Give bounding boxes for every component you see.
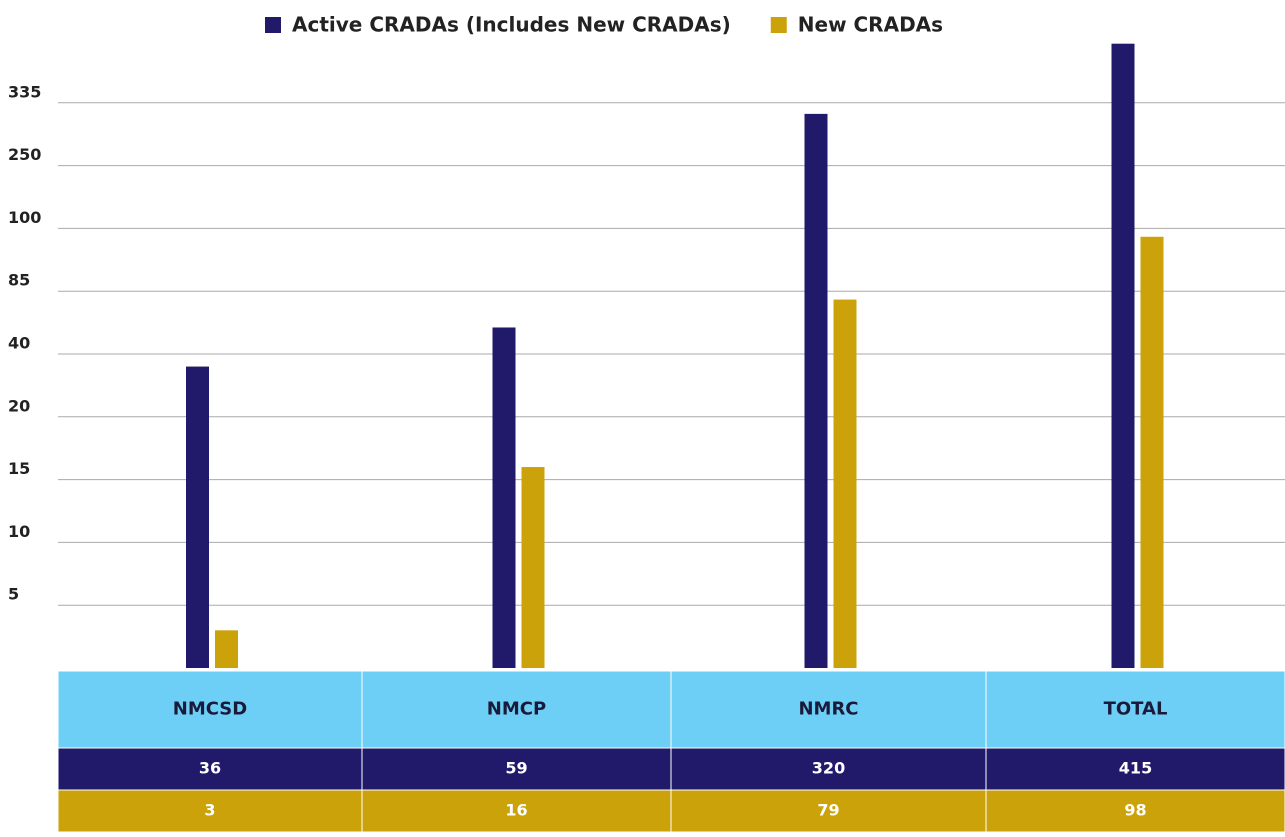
y-tick-label: 40 <box>8 334 30 353</box>
y-tick-label: 250 <box>8 145 41 164</box>
table-cell <box>985 747 1285 791</box>
bar <box>492 327 516 668</box>
bar <box>186 366 209 668</box>
table-value: 16 <box>505 801 527 820</box>
y-tick-label: 20 <box>8 396 30 415</box>
bar <box>215 630 238 668</box>
table-cell <box>57 789 363 833</box>
bar <box>1140 236 1164 669</box>
table-cell <box>670 789 987 833</box>
legend-swatch <box>770 17 787 33</box>
table-value: 36 <box>199 759 221 778</box>
y-tick-label: 85 <box>8 271 30 290</box>
category-label: NMCP <box>487 699 546 720</box>
bar <box>1111 43 1135 669</box>
y-tick-label: 15 <box>8 459 30 478</box>
table-cell <box>361 789 672 833</box>
y-tick-label: 100 <box>8 208 41 227</box>
legend-swatch <box>265 17 281 33</box>
y-tick-label: 5 <box>8 585 19 604</box>
category-label: NMRC <box>798 699 858 720</box>
table-cell <box>670 747 987 791</box>
table-value: 79 <box>817 801 839 820</box>
legend-label: New CRADAs <box>798 13 943 37</box>
table-header-cell <box>985 670 1285 749</box>
y-tick-label: 335 <box>8 82 41 101</box>
table-value: 98 <box>1124 801 1146 820</box>
bar <box>521 467 545 668</box>
table-value: 320 <box>812 759 845 778</box>
bar <box>833 299 857 668</box>
legend-label: Active CRADAs (Includes New CRADAs) <box>292 13 731 37</box>
table-value: 59 <box>505 759 527 778</box>
category-label: TOTAL <box>1104 699 1168 720</box>
table-header-cell <box>670 670 987 749</box>
category-label: NMCSD <box>173 699 247 720</box>
y-tick-label: 10 <box>8 522 30 541</box>
table-cell <box>985 789 1285 833</box>
table-value: 3 <box>204 801 215 820</box>
bar <box>804 113 828 669</box>
table-value: 415 <box>1119 759 1152 778</box>
